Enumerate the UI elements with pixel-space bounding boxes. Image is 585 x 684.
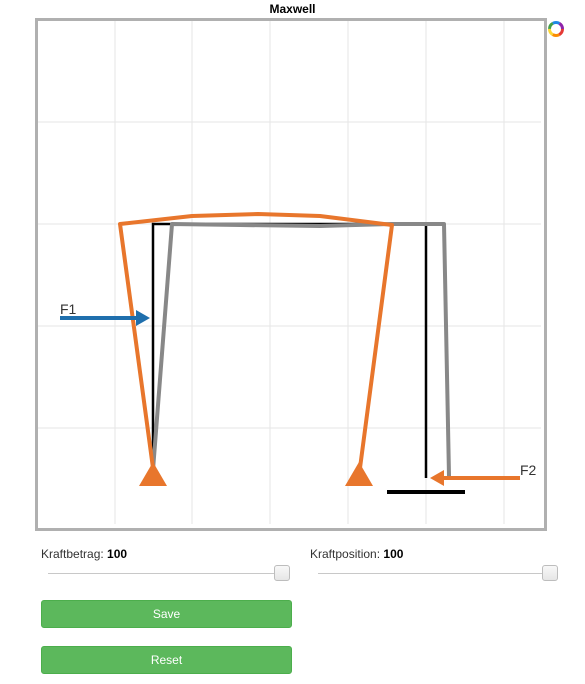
kraftbetrag-value: 100 [107,547,128,561]
reset-button[interactable]: Reset [41,646,292,674]
force-f1-label: F1 [60,301,77,317]
kraftbetrag-label-row: Kraftbetrag: 100 [41,547,296,561]
structure-frame [151,222,428,478]
kraftposition-slider-thumb[interactable] [542,565,558,581]
deformed-shape-orange [118,212,394,469]
save-button[interactable]: Save [41,600,292,628]
support-right-icon [345,462,373,486]
color-wheel-icon[interactable] [548,21,564,37]
kraftposition-value: 100 [383,547,404,561]
kraftbetrag-label: Kraftbetrag: [41,547,104,561]
structure-undeformed [151,222,428,478]
grid [38,21,541,524]
deformed-shape-gray [151,222,451,477]
kraftposition-label-row: Kraftposition: 100 [310,547,565,561]
kraftbetrag-slider-group: Kraftbetrag: 100 [41,547,296,561]
force-f2-arrowhead-icon [430,470,444,486]
kraftposition-label: Kraftposition: [310,547,381,561]
force-f1-arrowhead-icon [136,310,150,326]
kraftbetrag-slider-thumb[interactable] [274,565,290,581]
kraftposition-slider-group: Kraftposition: 100 [310,547,565,561]
kraftposition-slider-track[interactable] [318,573,558,574]
maxwell-diagram: F1 F2 [38,21,541,524]
support-left-icon [139,462,167,486]
force-f2-label: F2 [520,462,537,478]
plot-area [35,18,547,531]
diagram-title: Maxwell [269,2,316,16]
kraftbetrag-slider-track[interactable] [48,573,288,574]
